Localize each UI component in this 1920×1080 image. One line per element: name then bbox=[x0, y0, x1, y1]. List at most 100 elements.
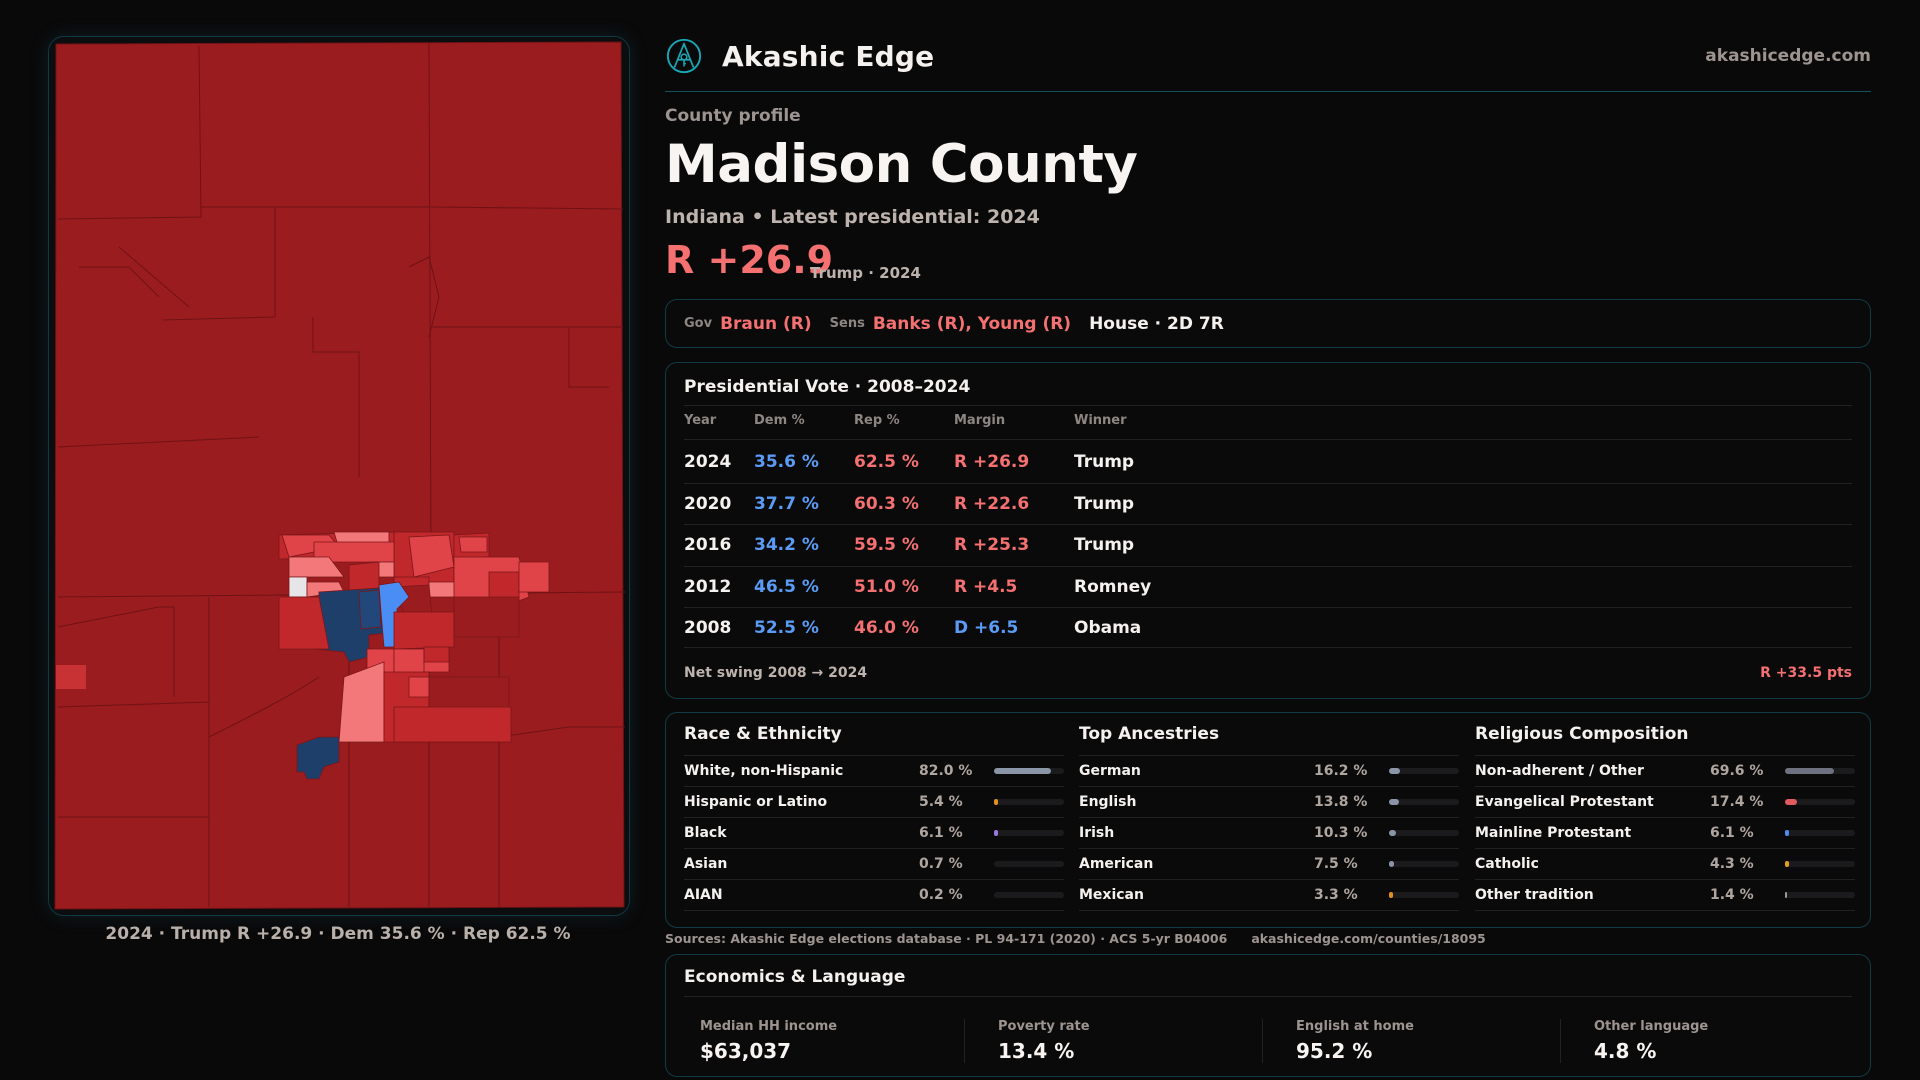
divider bbox=[684, 482, 1852, 484]
progress-fill bbox=[994, 799, 998, 805]
progress-fill bbox=[994, 768, 1052, 774]
year-cell: 2016 bbox=[684, 535, 732, 555]
brand[interactable]: Akashic Edge bbox=[665, 36, 934, 76]
list-item: Catholic 4.3 % bbox=[1475, 849, 1855, 880]
sens-label: Sens bbox=[829, 316, 865, 331]
item-label: German bbox=[1079, 763, 1141, 779]
divider bbox=[1079, 910, 1459, 911]
year-cell: 2012 bbox=[684, 576, 732, 597]
progress-fill bbox=[1389, 799, 1399, 805]
divider bbox=[684, 439, 1852, 440]
officials-bar: Gov Braun (R) Sens Banks (R), Young (R) … bbox=[665, 299, 1871, 348]
col-header-year: Year bbox=[684, 413, 717, 428]
margin-cell: R +22.6 bbox=[954, 493, 1030, 514]
progress-bar bbox=[994, 799, 1064, 805]
item-value: 0.2 % bbox=[919, 887, 963, 903]
year-cell: 2020 bbox=[684, 493, 732, 514]
precinct-safe-d-south bbox=[296, 736, 340, 780]
sources-text: Sources: Akashic Edge elections database… bbox=[665, 931, 1228, 946]
divider bbox=[684, 848, 1064, 849]
demographics-panel: Race & Ethnicity White, non-Hispanic 82.0 … bbox=[665, 712, 1871, 928]
stat-label: Poverty rate bbox=[998, 1019, 1090, 1034]
winner-cell: Trump bbox=[1074, 535, 1135, 555]
economics-panel: Economics & Language Median HH income $63… bbox=[665, 954, 1871, 1077]
divider bbox=[684, 879, 1064, 880]
rep-pct-cell: 46.0 % bbox=[854, 618, 919, 638]
list-item: Irish 10.3 % bbox=[1079, 818, 1459, 849]
progress-bar bbox=[994, 768, 1064, 774]
item-value: 10.3 % bbox=[1314, 825, 1368, 841]
stat-value: 95.2 % bbox=[1296, 1039, 1373, 1063]
table-row: 2024 35.6 % 62.5 % R +26.9 Trump bbox=[666, 441, 1870, 482]
item-label: Asian bbox=[684, 856, 728, 872]
divider bbox=[684, 405, 1852, 406]
map-caption: 2024 · Trump R +26.9 · Dem 35.6 % · Rep … bbox=[105, 924, 571, 944]
item-value: 6.1 % bbox=[919, 825, 963, 841]
margin-cell: R +4.5 bbox=[954, 576, 1018, 597]
item-label: Mexican bbox=[1079, 887, 1144, 903]
brand-name: Akashic Edge bbox=[722, 39, 935, 73]
page-url[interactable]: akashicedge.com/counties/18095 bbox=[1251, 931, 1486, 946]
dem-pct-cell: 52.5 % bbox=[754, 618, 819, 638]
item-value: 16.2 % bbox=[1314, 763, 1368, 779]
margin-cell: D +6.5 bbox=[954, 618, 1019, 638]
site-link[interactable]: akashicedge.com bbox=[1705, 46, 1871, 66]
progress-fill bbox=[1785, 892, 1787, 898]
list-item: White, non-Hispanic 82.0 % bbox=[684, 756, 1064, 787]
list-item: German 16.2 % bbox=[1079, 756, 1459, 787]
progress-bar bbox=[1785, 892, 1855, 898]
dem-pct-cell: 46.5 % bbox=[754, 576, 819, 597]
divider bbox=[1475, 848, 1855, 849]
item-label: American bbox=[1079, 856, 1154, 872]
item-label: Mainline Protestant bbox=[1475, 825, 1632, 841]
county-base bbox=[54, 41, 625, 910]
progress-bar bbox=[994, 861, 1064, 867]
progress-fill bbox=[1785, 768, 1834, 774]
divider bbox=[684, 524, 1852, 525]
item-label: Other tradition bbox=[1475, 887, 1594, 903]
margin-cell: R +25.3 bbox=[954, 535, 1030, 555]
rep-pct-cell: 59.5 % bbox=[854, 535, 919, 555]
progress-bar bbox=[994, 830, 1064, 836]
table-row: 2016 34.2 % 59.5 % R +25.3 Trump bbox=[666, 524, 1870, 565]
item-value: 1.4 % bbox=[1710, 887, 1754, 903]
rep-pct-cell: 51.0 % bbox=[854, 576, 919, 597]
stat-label: Other language bbox=[1594, 1019, 1709, 1034]
item-value: 5.4 % bbox=[919, 794, 963, 810]
list-item: Asian 0.7 % bbox=[684, 849, 1064, 880]
stat-value: 4.8 % bbox=[1594, 1039, 1657, 1063]
progress-fill bbox=[1785, 830, 1790, 836]
presidential-title: Presidential Vote · 2008–2024 bbox=[684, 377, 971, 397]
column-title: Religious Composition bbox=[1475, 724, 1689, 744]
list-item: AIAN 0.2 % bbox=[684, 880, 1064, 911]
progress-bar bbox=[1389, 768, 1459, 774]
list-item: English 13.8 % bbox=[1079, 787, 1459, 818]
item-label: Irish bbox=[1079, 825, 1115, 841]
divider bbox=[1475, 817, 1855, 818]
item-value: 4.3 % bbox=[1710, 856, 1754, 872]
demographic-column: Top Ancestries German 16.2 % English 13.8 % I… bbox=[1079, 713, 1459, 927]
divider bbox=[684, 607, 1852, 608]
stat-tile: Poverty rate 13.4 % bbox=[964, 1013, 1261, 1065]
sens-value: Banks (R), Young (R) bbox=[872, 313, 1072, 334]
list-item: Non-adherent / Other 69.6 % bbox=[1475, 756, 1855, 787]
item-label: Evangelical Protestant bbox=[1475, 794, 1654, 810]
list-item: American 7.5 % bbox=[1079, 849, 1459, 880]
progress-bar bbox=[1389, 892, 1459, 898]
item-value: 82.0 % bbox=[919, 763, 973, 779]
margin-cell: R +26.9 bbox=[954, 452, 1030, 472]
year-cell: 2024 bbox=[684, 452, 732, 472]
item-value: 7.5 % bbox=[1314, 856, 1358, 872]
divider bbox=[684, 910, 1064, 911]
county-precinct-map[interactable] bbox=[48, 36, 630, 916]
dem-pct-cell: 34.2 % bbox=[754, 535, 819, 555]
winner-cell: Romney bbox=[1074, 576, 1152, 597]
township-boundaries bbox=[57, 42, 626, 907]
net-swing-label: Net swing 2008 → 2024 bbox=[684, 665, 868, 681]
progress-fill bbox=[994, 892, 996, 898]
divider bbox=[964, 1019, 965, 1063]
winner-cell: Trump bbox=[1074, 452, 1135, 472]
progress-bar bbox=[1785, 830, 1855, 836]
column-title: Race & Ethnicity bbox=[684, 724, 842, 744]
progress-bar bbox=[1389, 830, 1459, 836]
